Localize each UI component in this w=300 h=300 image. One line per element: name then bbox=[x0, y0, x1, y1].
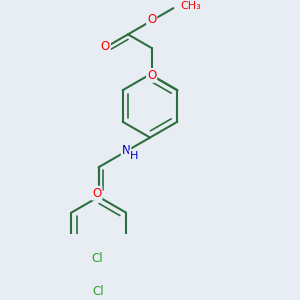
Text: Cl: Cl bbox=[93, 285, 104, 298]
Text: Cl: Cl bbox=[91, 253, 103, 266]
Text: O: O bbox=[147, 69, 156, 82]
Text: O: O bbox=[101, 40, 110, 53]
Text: N: N bbox=[122, 144, 130, 157]
Text: H: H bbox=[130, 151, 138, 161]
Text: O: O bbox=[92, 187, 101, 200]
Text: CH₃: CH₃ bbox=[180, 2, 201, 11]
Text: O: O bbox=[147, 13, 156, 26]
